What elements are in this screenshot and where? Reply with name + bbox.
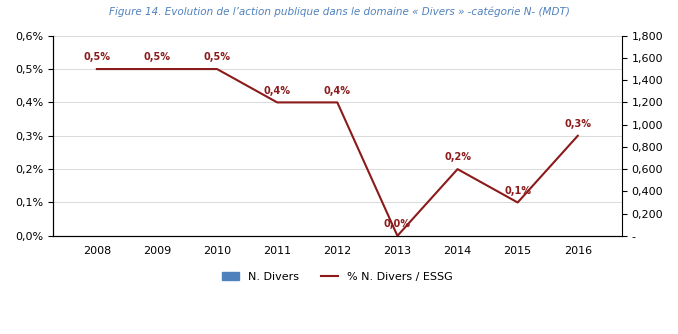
Text: 1.600: 1.600 [143,227,171,236]
Text: 0.090: 0.090 [383,227,412,236]
Text: 0,5%: 0,5% [83,52,111,62]
Text: 0,2%: 0,2% [444,152,471,162]
Text: 0,5%: 0,5% [144,52,170,62]
Text: 0.506: 0.506 [504,227,532,236]
Text: 0.720: 0.720 [443,227,472,236]
Text: 0,1%: 0,1% [504,186,531,196]
Text: 1.630: 1.630 [203,227,231,236]
Text: 0,4%: 0,4% [324,86,351,96]
Text: 0,4%: 0,4% [264,86,291,96]
Text: 1.640: 1.640 [263,227,292,236]
Text: 1.634: 1.634 [323,227,352,236]
Text: 0,5%: 0,5% [203,52,231,62]
Text: 1.520: 1.520 [83,227,111,236]
Text: 0,3%: 0,3% [564,119,591,129]
Text: Figure 14. Evolution de l’action publique dans le domaine « Divers » -catégorie : Figure 14. Evolution de l’action publiqu… [108,7,570,17]
Text: 0,0%: 0,0% [384,219,411,229]
Text: 1.050: 1.050 [563,227,592,236]
Legend: N. Divers, % N. Divers / ESSG: N. Divers, % N. Divers / ESSG [218,268,457,286]
